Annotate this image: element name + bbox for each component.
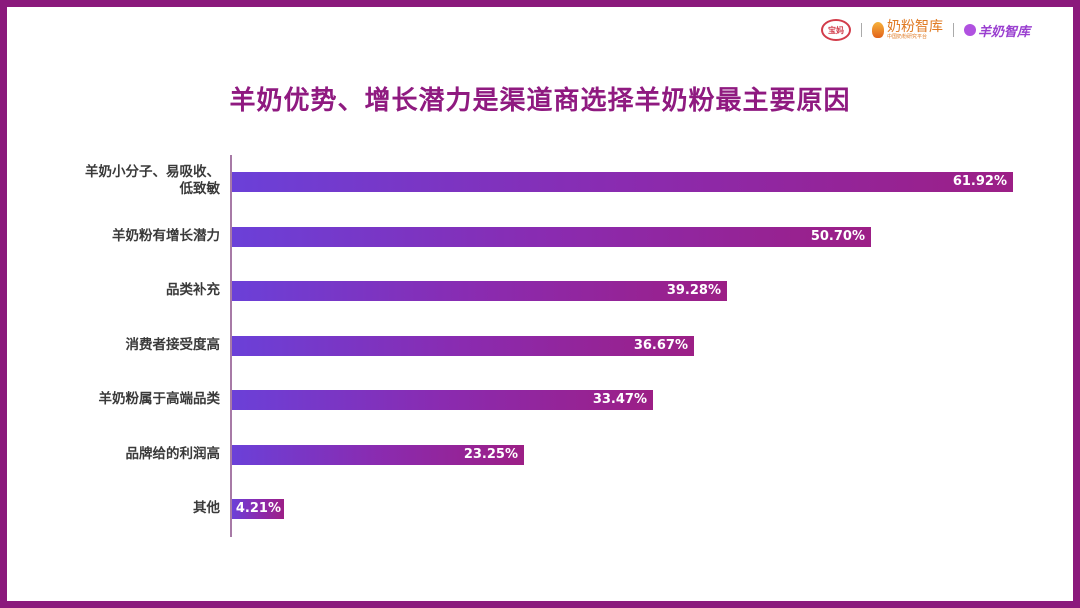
naifen-zhiku-text: 奶粉智库 [886,19,943,35]
bar: 23.25% [232,445,524,465]
category-label: 羊奶粉属于高端品类 [98,391,221,407]
category-label: 羊奶小分子、易吸收、 低致敏 [85,164,220,198]
chart-title: 羊奶优势、增长潜力是渠道商选择羊奶粉最主要原因 [229,86,851,116]
sheep-icon [963,24,976,36]
divider [952,23,954,37]
category-label: 其他 [193,500,220,516]
divider [860,23,862,37]
bar-row: 羊奶小分子、易吸收、 低致敏 61.92% [0,164,1080,197]
category-label: 消费者接受度高 [125,337,221,353]
bar: 39.28% [232,281,727,301]
category-label: 品牌给的利润高 [125,446,221,462]
yangnai-zhiku-text: 羊奶智库 [977,24,1030,40]
bar-row: 羊奶粉有增长潜力 50.70% [0,227,1080,247]
flame-icon [871,22,884,38]
bar: 61.92% [232,172,1013,192]
category-label: 羊奶粉有增长潜力 [112,228,220,244]
brand-logo-icon: 宝妈 [820,19,851,41]
bar: 33.47% [232,390,653,410]
value-label: 36.67% [633,338,688,353]
value-label: 50.70% [810,229,865,244]
category-label: 品类补充 [166,282,220,298]
bar-row: 品类补充 39.28% [0,281,1080,301]
bar-row: 羊奶粉属于高端品类 33.47% [0,390,1080,410]
category-label-line1: 羊奶小分子、易吸收、 [85,164,220,180]
naifen-zhiku-subtext: 中国奶粉研究平台 [886,34,927,40]
bar-row: 其他 4.21% [0,499,1080,519]
value-label: 33.47% [592,392,647,407]
bar: 50.70% [232,227,871,247]
bar: 36.67% [232,336,694,356]
yangnai-zhiku-logo: 羊奶智库 [963,21,1030,40]
value-label: 61.92% [952,174,1007,189]
brand-logo-text: 宝妈 [827,25,844,35]
category-label-line2: 低致敏 [179,181,221,197]
bar-row: 消费者接受度高 36.67% [0,336,1080,356]
bar-row: 品牌给的利润高 23.25% [0,445,1080,465]
bar: 4.21% [232,499,284,519]
value-label: 39.28% [666,283,721,298]
logo-bar: 宝妈 奶粉智库 中国奶粉研究平台 羊奶智库 [820,16,1030,44]
slide-frame [7,7,1073,601]
value-label: 4.21% [235,501,281,516]
naifen-zhiku-logo: 奶粉智库 中国奶粉研究平台 [871,19,943,40]
y-axis-line [230,155,232,537]
value-label: 23.25% [463,447,518,462]
